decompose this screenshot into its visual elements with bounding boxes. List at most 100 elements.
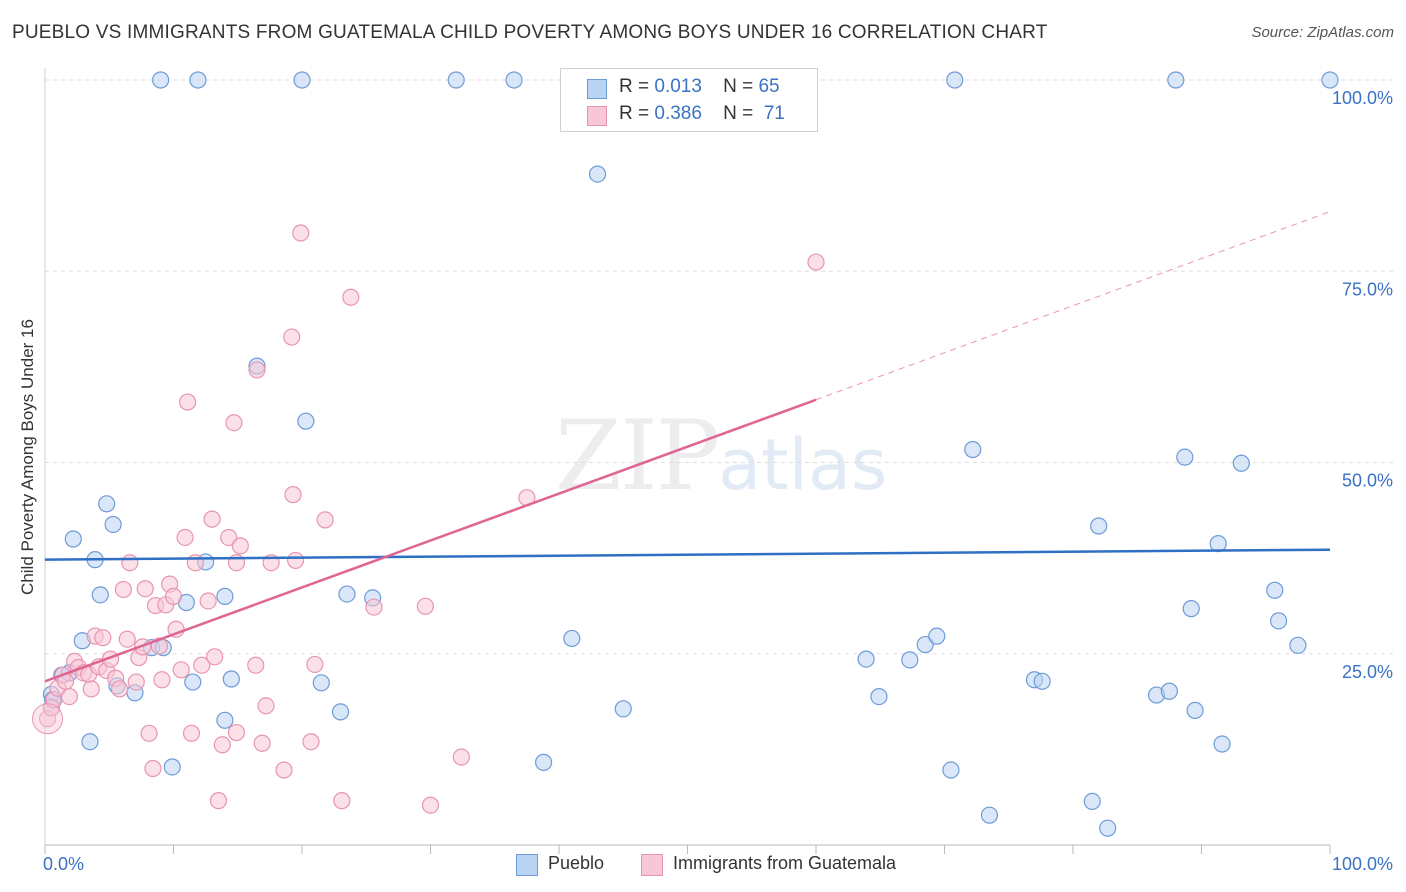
- guatemala-point: [247, 656, 265, 674]
- pueblo-point: [614, 700, 632, 718]
- pueblo-point: [1186, 701, 1204, 719]
- x-tick-label: 0.0%: [43, 854, 84, 874]
- guatemala-point: [176, 528, 194, 547]
- guatemala-point: [452, 748, 470, 766]
- pueblo-point: [64, 530, 82, 548]
- pueblo-point: [534, 753, 553, 771]
- guatemala-point: [416, 597, 434, 615]
- guatemala-point: [316, 511, 334, 529]
- y-tick-label: 100.0%: [1332, 88, 1393, 108]
- guatemala-point: [231, 537, 249, 555]
- pueblo-point: [1167, 71, 1185, 89]
- pueblo-point: [870, 687, 888, 706]
- pueblo-point: [189, 71, 207, 89]
- series-legend: Pueblo Immigrants from Guatemala: [0, 852, 1406, 878]
- pueblo-point: [588, 165, 607, 183]
- watermark: ZIPatlas: [555, 400, 887, 512]
- pueblo-point: [942, 761, 960, 779]
- guatemala-point: [206, 648, 224, 666]
- guatemala-point: [421, 796, 440, 814]
- pueblo-point: [946, 71, 964, 89]
- guatemala-point: [199, 592, 217, 610]
- pueblo-point: [857, 650, 875, 668]
- pueblo-point: [163, 758, 181, 776]
- guatemala-point: [140, 724, 158, 742]
- guatemala-point: [284, 486, 302, 504]
- guatemala-point: [253, 734, 271, 752]
- pueblo-point: [1090, 517, 1108, 535]
- legend-guatemala-text: R = 0.386 N = 71: [619, 103, 785, 125]
- legend-n-value: 71: [763, 103, 785, 124]
- pueblo-point: [297, 412, 315, 430]
- pueblo-point: [1213, 735, 1231, 753]
- guatemala-legend-label: Immigrants from Guatemala: [673, 853, 897, 873]
- pueblo-point: [222, 670, 240, 688]
- guatemala-point: [172, 661, 190, 679]
- chart-title: PUEBLO VS IMMIGRANTS FROM GUATEMALA CHIL…: [12, 22, 1048, 43]
- y-tick-label: 50.0%: [1342, 471, 1393, 491]
- pueblo-point: [216, 587, 234, 605]
- legend-pueblo-text: R = 0.013 N = 65: [619, 76, 780, 98]
- pueblo-point: [1269, 612, 1288, 630]
- y-tick-label: 25.0%: [1342, 662, 1393, 682]
- pueblo-point: [312, 674, 330, 692]
- guatemala-point: [179, 393, 197, 411]
- legend-n-label: N =: [723, 103, 754, 124]
- pueblo-point: [901, 651, 919, 669]
- pueblo-point: [1033, 672, 1051, 690]
- guatemala-point: [136, 580, 154, 598]
- guatemala-point: [213, 736, 231, 754]
- legend-n-value: 65: [758, 76, 780, 97]
- legend-r-label: R =: [619, 103, 650, 124]
- pueblo-point: [1232, 454, 1250, 472]
- guatemala-point: [257, 697, 275, 715]
- pueblo-point: [293, 71, 311, 89]
- pueblo-point: [1289, 636, 1307, 654]
- guatemala-point: [292, 224, 310, 242]
- guatemala-point: [94, 629, 112, 647]
- guatemala-point: [306, 655, 324, 674]
- guatemala-point-large: [32, 703, 64, 735]
- guatemala-point: [225, 414, 243, 432]
- pueblo-point: [338, 585, 356, 603]
- pueblo-point: [104, 515, 122, 534]
- guatemala-point: [283, 328, 301, 346]
- pueblo-point: [184, 673, 202, 691]
- guatemala-point: [118, 630, 136, 648]
- guatemala-point: [110, 680, 129, 698]
- pueblo-point: [216, 711, 234, 729]
- pueblo-point: [1266, 581, 1284, 599]
- pueblo-point: [331, 703, 350, 721]
- legend-r-value: 0.386: [654, 103, 702, 124]
- pueblo-trend-line: [44, 548, 1331, 561]
- pueblo-point: [1160, 682, 1178, 700]
- y-tick-label: 75.0%: [1342, 279, 1393, 299]
- guatemala-point: [302, 733, 320, 751]
- pueblo-swatch: [587, 79, 607, 99]
- pueblo-point: [1321, 71, 1339, 89]
- pueblo-point: [91, 586, 109, 604]
- guatemala-point: [60, 687, 79, 706]
- guatemala-point: [220, 528, 238, 547]
- guatemala-point: [164, 587, 183, 605]
- pueblo-point: [916, 635, 934, 654]
- guatemala-point: [807, 253, 825, 271]
- pueblo-point: [81, 733, 99, 751]
- pueblo-point: [447, 71, 465, 89]
- pueblo-point: [1209, 534, 1227, 553]
- guatemala-point: [203, 510, 221, 528]
- guatemala-swatch: [587, 106, 607, 126]
- guatemala-point: [114, 580, 132, 599]
- guatemala-point: [209, 792, 228, 810]
- guatemala-point: [182, 724, 201, 742]
- pueblo-point: [1176, 448, 1194, 466]
- legend-r-label: R =: [619, 76, 650, 97]
- guatemala-trend-extension: [815, 211, 1331, 401]
- guatemala-legend-swatch: [641, 854, 663, 876]
- guatemala-point: [286, 551, 305, 570]
- pueblo-point: [980, 806, 999, 824]
- guatemala-point: [127, 673, 145, 691]
- legend-n-label: N =: [723, 76, 754, 97]
- watermark-atlas: atlas: [718, 424, 888, 506]
